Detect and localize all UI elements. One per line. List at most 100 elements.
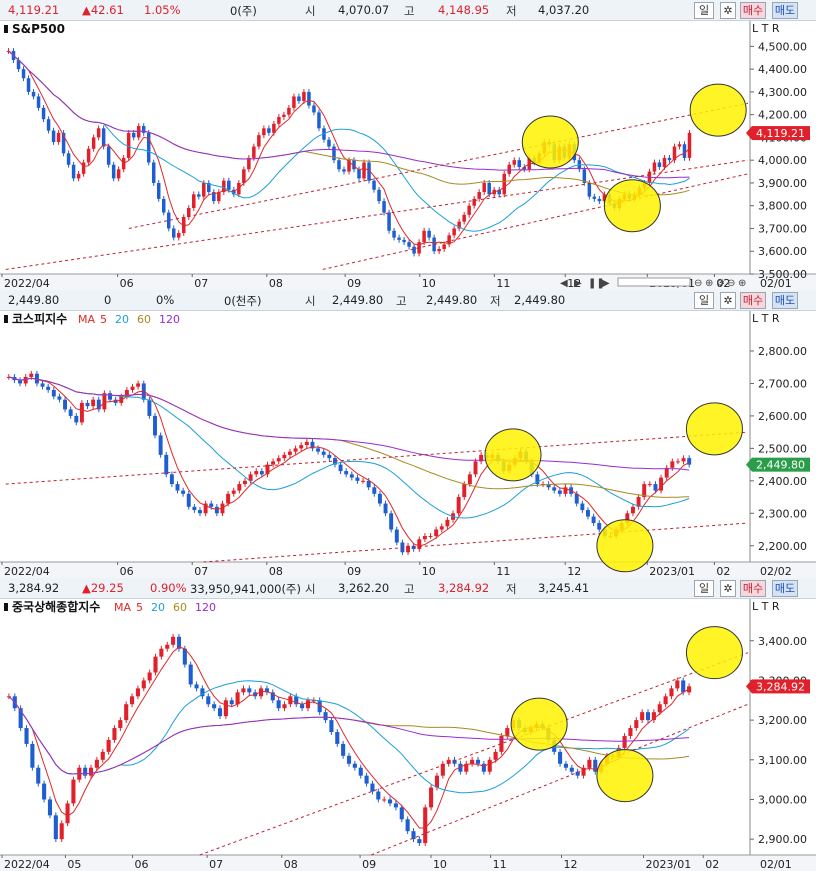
candle-body [164,454,169,475]
buy-button[interactable]: 매수 [740,2,766,19]
settings-gear-icon[interactable]: ✲ [720,292,736,309]
candle-body [151,162,156,183]
settings-gear-icon[interactable]: ✲ [720,2,736,19]
x-tick-label: 06 [135,858,149,871]
candle-body [136,126,141,138]
sell-button[interactable]: 매도 [772,2,798,19]
candle-body [305,700,311,709]
candle-body [111,164,116,179]
quote-header: 2,449.80 0 0% 0(천주) 시 2,449.80 고 2,449.8… [0,290,816,311]
x-tick-label: 08 [269,277,283,290]
candle-body [212,704,217,709]
candle-body [687,458,692,465]
candle-body [257,135,261,147]
candle-body [71,779,76,804]
candle-body [663,696,668,705]
title-marker-icon [4,315,8,323]
sell-button[interactable]: 매도 [772,292,798,309]
candle-body [130,386,135,390]
candle-body [657,162,662,168]
candle-body [347,160,351,172]
chart-background [0,311,816,578]
candle-body [681,458,686,462]
candle-body [46,386,51,390]
playback-control-icon: ❚❚ [588,278,605,289]
candle-body [227,180,231,190]
y-tick-label: 2,600.00 [758,410,807,423]
x-tick-label: 08 [269,565,283,578]
candle-body [79,402,84,423]
sell-button[interactable]: 매도 [772,580,798,597]
candle-body [558,751,563,764]
candle-body [382,201,386,213]
candle-body [202,182,206,197]
candle-body [479,454,484,462]
candle-body [625,513,630,524]
period-day-button[interactable]: 일 [694,292,714,309]
x-tick-label: 09 [362,858,376,871]
shanghai-chart[interactable]: 2,900.003,000.003,100.003,200.003,300.00… [0,599,816,871]
highlight-circle [685,626,743,680]
settings-gear-icon[interactable]: ✲ [720,580,736,597]
ma120-line [8,376,690,471]
candle-body [262,128,266,136]
candle-body [254,471,259,475]
sp500-chart[interactable]: 3,500.00 3,600.00 3,700.00 3,800.00 3,900.00… [0,21,816,290]
low-label: 저 [506,4,517,18]
candle-body [364,775,369,784]
candle-body [434,775,440,788]
candle-body [147,399,152,416]
candle-body [86,148,91,163]
candle-body [417,539,422,550]
y-tick-label: 4,000.00 [758,154,807,167]
candle-body [247,157,251,170]
volume: 0(주) [230,4,257,18]
buy-button[interactable]: 매수 [740,580,766,597]
buy-button[interactable]: 매수 [740,292,766,309]
y-tick-label: 2,400.00 [758,475,807,488]
last-price-label: 4,119.21 [756,127,805,140]
candle-body [487,759,492,772]
kospi-chart[interactable]: 2,200.00 2,300.00 2,400.00 2,500.00 2,600.00… [0,311,816,578]
volume: 33,950,941,000(주) [190,582,302,596]
candle-body [36,96,41,108]
candle-body [372,180,376,190]
candle-body [214,506,219,514]
highlight-circle [484,428,542,482]
period-day-button[interactable]: 일 [694,2,714,19]
ma-legend-item: 20 [115,313,129,326]
y-tick-label: 3,400.00 [758,635,807,648]
candle-body [203,503,208,514]
current-price: 2,449.80 [8,293,60,307]
candle-body [447,235,451,245]
candle-body [270,692,275,701]
candle-body [175,484,180,491]
candle-body [26,78,31,92]
high-label: 고 [396,294,407,308]
y-tick-label: 2,300.00 [758,507,807,520]
playback-control-icon: ◀ [560,278,568,289]
candle-body [226,493,231,504]
x-tick-label: 2022/04 [4,565,50,578]
candle-body [402,239,406,243]
candle-body [30,743,35,768]
candle-body [672,146,677,161]
candle-body [147,672,152,681]
candle-body [392,230,396,238]
ma-legend-item: 5 [100,313,107,326]
last-price-label: 2,449.80 [756,459,805,472]
period-day-button[interactable]: 일 [694,580,714,597]
low-label: 저 [490,294,501,308]
candle-body [399,807,404,820]
candle-body [406,545,411,553]
candle-body [411,831,416,840]
highlight-circle [603,179,661,233]
candle-body [153,656,158,673]
ma-legend-label: MA [114,601,131,614]
candle-body [557,490,562,494]
x-axis-end-label: 02/01 [760,277,792,290]
price-change: 0 [104,293,112,307]
trend-line [203,522,749,563]
candle-body [636,497,641,507]
percent-change: 1.05% [144,3,181,17]
